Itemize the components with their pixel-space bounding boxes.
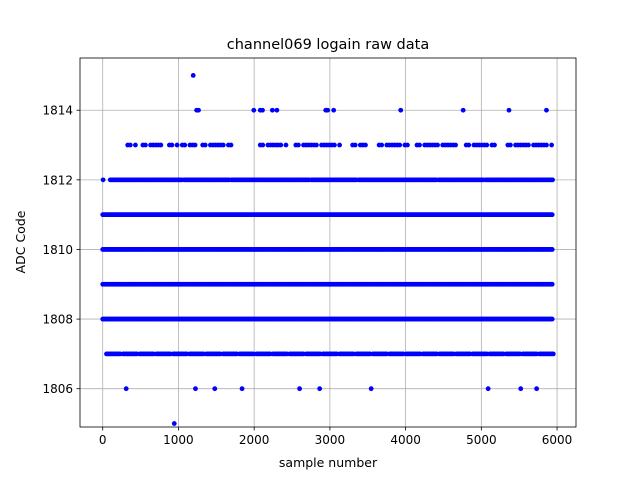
- y-tick-label: 1814: [42, 104, 73, 118]
- data-point: [508, 142, 513, 148]
- data-point: [123, 386, 129, 392]
- data-point: [269, 107, 275, 113]
- data-point: [202, 142, 208, 148]
- chart-title: channel069 logain raw data: [227, 37, 429, 53]
- data-point: [196, 107, 201, 113]
- data-point: [549, 247, 555, 252]
- data-point: [435, 142, 440, 148]
- data-point: [550, 177, 555, 183]
- data-point: [549, 212, 555, 218]
- data-point: [506, 107, 512, 113]
- data-point: [297, 386, 302, 392]
- data-points: [100, 73, 556, 426]
- x-tick-label: 5000: [466, 433, 497, 447]
- data-point: [549, 281, 555, 287]
- data-point: [325, 107, 331, 113]
- data-point: [133, 142, 138, 148]
- data-point: [260, 142, 266, 148]
- data-point: [193, 386, 198, 392]
- data-point: [143, 142, 148, 148]
- data-point: [379, 142, 385, 148]
- data-point: [295, 142, 301, 148]
- data-point: [549, 316, 555, 322]
- data-point: [453, 142, 458, 148]
- data-point: [251, 107, 257, 113]
- data-point: [314, 142, 319, 148]
- data-point: [190, 73, 196, 78]
- data-point: [331, 107, 337, 113]
- data-point: [220, 142, 226, 148]
- data-point: [260, 107, 265, 113]
- y-tick-label: 1812: [42, 173, 73, 187]
- data-point: [169, 142, 175, 148]
- x-tick-label: 1000: [163, 433, 194, 447]
- data-point: [192, 142, 198, 148]
- data-point: [405, 142, 410, 148]
- data-point: [317, 386, 323, 392]
- data-point: [127, 142, 133, 148]
- data-point: [549, 142, 555, 148]
- axis-ticks: 0 1000 2000 3000 4000 5000 6000 1806 1808 1810 181…: [42, 104, 572, 447]
- plot-frame: [79, 57, 577, 428]
- data-point: [278, 142, 284, 148]
- data-point: [171, 421, 177, 426]
- data-point: [332, 142, 337, 148]
- x-tick-label: 4000: [390, 433, 421, 447]
- y-tick-label: 1808: [42, 313, 73, 327]
- data-point: [283, 142, 289, 148]
- x-tick-label: 3000: [315, 433, 346, 447]
- x-tick-label: 6000: [542, 433, 573, 447]
- data-point: [492, 142, 497, 148]
- data-point: [544, 107, 549, 113]
- data-point: [397, 142, 403, 148]
- y-tick-label: 1806: [42, 382, 73, 396]
- data-point: [398, 107, 404, 113]
- data-point: [544, 142, 549, 148]
- data-point: [363, 142, 368, 148]
- y-tick-label: 1810: [42, 243, 73, 257]
- data-point: [518, 386, 524, 392]
- data-point: [484, 142, 490, 148]
- y-axis-label: ADC Code: [13, 210, 28, 273]
- data-point: [485, 386, 491, 392]
- data-point: [337, 142, 342, 148]
- data-point: [274, 107, 280, 113]
- x-tick-label: 2000: [239, 433, 270, 447]
- data-point: [239, 386, 245, 392]
- data-point: [182, 142, 188, 148]
- data-point: [100, 177, 106, 183]
- data-point: [228, 142, 234, 148]
- data-point: [526, 142, 531, 148]
- x-tick-label: 0: [99, 433, 107, 447]
- data-point: [174, 142, 180, 148]
- data-point: [534, 386, 540, 392]
- data-point: [212, 386, 218, 392]
- data-point: [460, 107, 466, 113]
- data-point: [417, 142, 422, 148]
- data-point: [368, 386, 374, 392]
- data-point: [158, 142, 164, 148]
- data-point: [466, 142, 472, 148]
- data-point: [550, 351, 556, 357]
- x-axis-label: sample number: [279, 455, 378, 470]
- data-point: [352, 142, 358, 148]
